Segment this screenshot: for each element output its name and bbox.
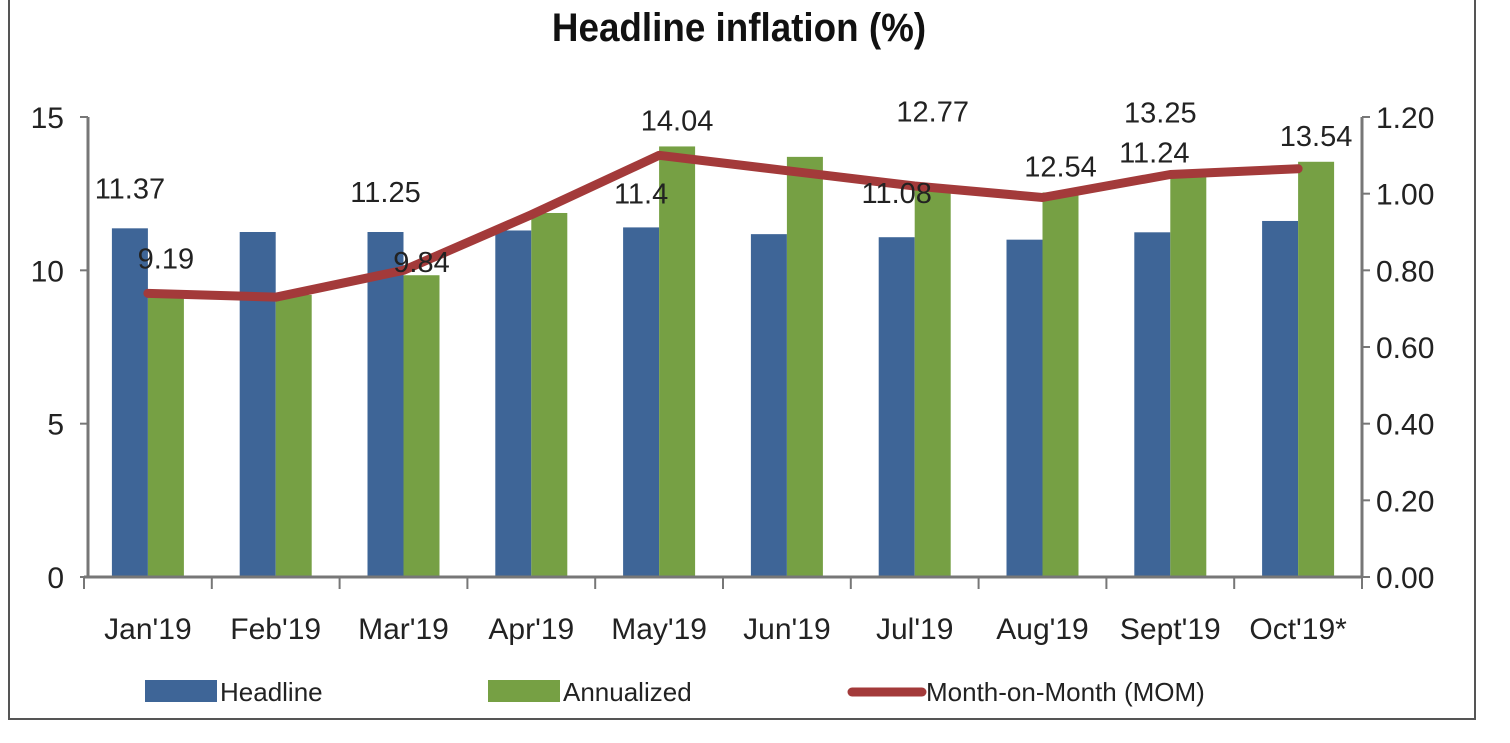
x-tick-label: Aug'19	[996, 613, 1088, 646]
annualized-data-label: 9.19	[138, 243, 194, 275]
headline-data-label: 11.08	[861, 178, 931, 210]
headline-bar	[1134, 232, 1171, 577]
y-right-tick-label: 0.20	[1376, 485, 1434, 518]
annualized-bar	[786, 156, 823, 577]
x-tick-label: Jul'19	[876, 613, 953, 646]
headline-bar	[1006, 239, 1043, 577]
mom-line	[143, 150, 1303, 302]
legend-annualized-label: Annualized	[563, 677, 692, 707]
y-right-tick-label: 0.60	[1376, 332, 1434, 365]
y-right-tick-label: 1.20	[1376, 102, 1434, 135]
headline-bar	[367, 232, 404, 577]
headline-bar	[239, 232, 276, 577]
chart-title: Headline inflation (%)	[551, 6, 927, 50]
y-left-tick-label: 15	[31, 102, 64, 135]
annualized-bar	[1042, 192, 1079, 577]
y-left-tick-label: 10	[31, 255, 64, 288]
x-tick-label: Apr'19	[488, 613, 574, 646]
headline-bar	[1262, 220, 1299, 577]
annualized-bar	[659, 146, 696, 577]
annualized-bar	[147, 295, 184, 577]
annualized-bar	[275, 294, 312, 577]
annualized-bar	[531, 212, 568, 577]
headline-bar	[750, 234, 787, 577]
headline-data-label: 11.24	[1119, 138, 1189, 170]
annualized-data-label: 12.54	[1024, 151, 1097, 183]
annualized-data-label: 9.84	[393, 247, 449, 279]
headline-data-label: 11.37	[95, 173, 165, 205]
y-left-tick-label: 0	[47, 562, 64, 595]
annualized-data-label: 12.77	[896, 96, 969, 128]
annualized-bar	[914, 185, 951, 578]
x-tick-label: Jan'19	[104, 613, 191, 646]
annualized-bar	[1298, 161, 1335, 578]
legend-annualized-swatch	[488, 680, 560, 702]
annualized-data-label: 13.54	[1280, 121, 1353, 153]
headline-data-label: 11.4	[614, 178, 668, 210]
legend-mom-label: Month-on-Month (MOM)	[926, 677, 1205, 707]
headline-bar	[623, 227, 660, 577]
y-right-tick-label: 1.00	[1376, 179, 1434, 212]
headline-bar	[878, 237, 915, 578]
legend-headline-swatch	[145, 680, 217, 702]
y-left-tick-label: 5	[47, 409, 64, 442]
headline-bar	[495, 230, 532, 577]
chart-frame	[8, 0, 1476, 720]
headline-data-label: 11.25	[350, 177, 420, 209]
x-tick-label: Jun'19	[743, 613, 830, 646]
annualized-bar	[1170, 170, 1207, 577]
y-right-tick-label: 0.80	[1376, 255, 1434, 288]
annualized-bar	[403, 275, 440, 577]
x-tick-label: Sept'19	[1120, 613, 1221, 646]
x-tick-label: Mar'19	[358, 613, 449, 646]
legend-headline-label: Headline	[220, 677, 323, 707]
y-right-tick-label: 0.00	[1376, 562, 1434, 595]
annualized-data-label: 13.25	[1124, 98, 1197, 130]
annualized-data-label: 14.04	[641, 105, 714, 137]
x-tick-label: May'19	[611, 613, 707, 646]
x-tick-label: Feb'19	[230, 613, 321, 646]
y-right-tick-label: 0.40	[1376, 409, 1434, 442]
x-tick-label: Oct'19*	[1249, 613, 1347, 646]
headline-bar	[111, 228, 148, 577]
